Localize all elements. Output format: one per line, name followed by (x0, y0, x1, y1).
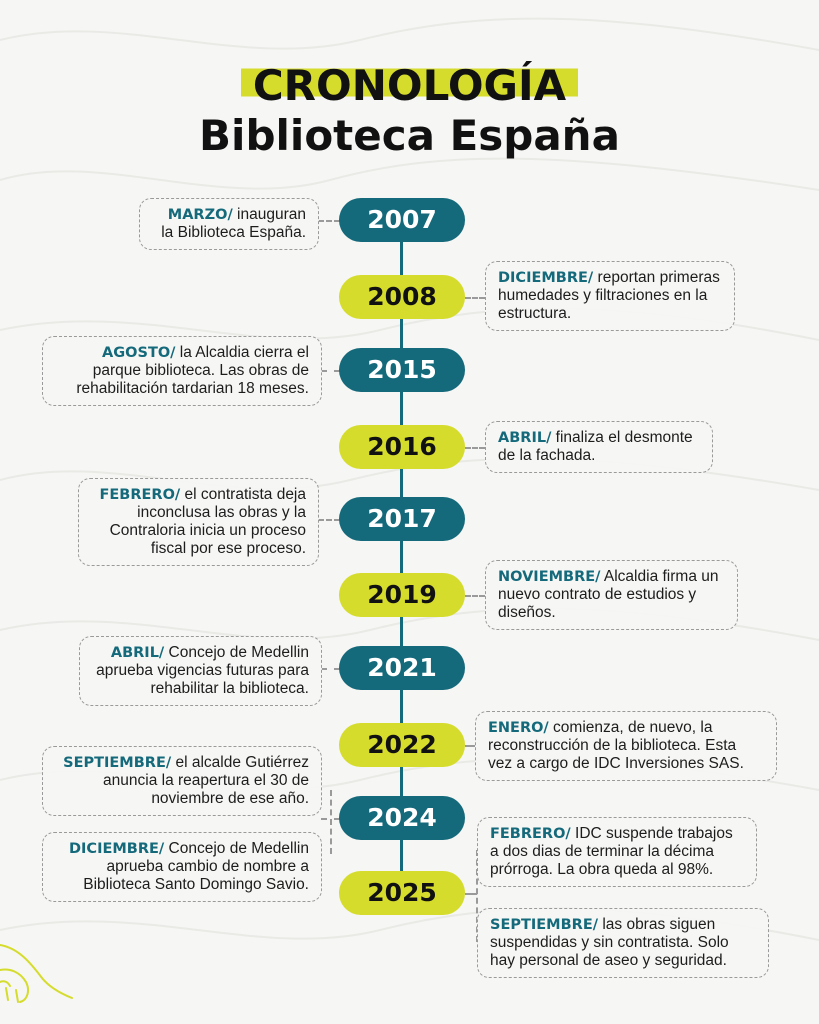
event-text: comienza, de nuevo, la reconstrucción de… (488, 719, 744, 772)
event-card-2016: ABRIL/ finaliza el desmonte de la fachad… (485, 421, 713, 473)
year-2024: 2024 (339, 796, 465, 840)
event-text: Alcaldia firma un nuevo contrato de estu… (498, 568, 719, 621)
connector-2022 (465, 745, 475, 747)
event-month: FEBRERO/ (490, 826, 571, 842)
event-text: el contratista deja inconclusa las obras… (109, 486, 306, 557)
event-card-2022: ENERO/ comienza, de nuevo, la reconstruc… (475, 711, 777, 781)
event-card-2017: FEBRERO/ el contratista deja inconclusa … (78, 478, 319, 566)
event-month: DICIEMBRE/ (69, 841, 165, 857)
year-2008: 2008 (339, 275, 465, 319)
page-subtitle: Biblioteca España (199, 111, 620, 160)
connector-2007 (318, 220, 340, 222)
connector-2021 (321, 668, 340, 670)
event-text: IDC suspende trabajos a dos dias de term… (490, 825, 733, 878)
connector-2024-vertical (330, 790, 332, 854)
event-card-2007: MARZO/ inauguran la Biblioteca España. (139, 198, 319, 250)
dinosaur-line-illustration (0, 944, 73, 1003)
year-2025: 2025 (339, 871, 465, 915)
page-title: CRONOLOGÍA (240, 60, 579, 112)
event-month: ABRIL/ (110, 645, 165, 661)
connector-2015 (321, 370, 340, 372)
event-month: ABRIL/ (498, 430, 552, 446)
event-month: SEPTIEMBRE/ (490, 917, 599, 933)
event-month: FEBRERO/ (99, 487, 181, 503)
event-month: NOVIEMBRE/ (498, 569, 601, 585)
event-card-2025-b: SEPTIEMBRE/ las obras siguen suspendidas… (477, 908, 769, 978)
connector-2016 (465, 447, 485, 449)
event-month: AGOSTO/ (102, 345, 176, 361)
event-card-2024-a: SEPTIEMBRE/ el alcalde Gutiérrez anuncia… (42, 746, 322, 816)
year-2015: 2015 (339, 348, 465, 392)
event-card-2019: NOVIEMBRE/ Alcaldia firma un nuevo contr… (485, 560, 738, 630)
year-2017: 2017 (339, 497, 465, 541)
year-2021: 2021 (339, 646, 465, 690)
year-2007: 2007 (339, 198, 465, 242)
event-month: DICIEMBRE/ (498, 270, 594, 286)
connector-2019 (465, 595, 485, 597)
year-2016: 2016 (339, 425, 465, 469)
year-2022: 2022 (339, 723, 465, 767)
event-month: MARZO/ (167, 207, 233, 223)
event-text: Concejo de Medellin aprueba vigencias fu… (96, 644, 309, 697)
year-2019: 2019 (339, 573, 465, 617)
event-text: finaliza el desmonte de la fachada. (498, 429, 693, 464)
event-text: las obras siguen suspendidas y sin contr… (490, 916, 729, 969)
event-month: SEPTIEMBRE/ (63, 755, 172, 771)
event-text: la Alcaldia cierra el parque biblioteca.… (76, 344, 309, 397)
connector-2025-vertical (476, 850, 478, 942)
event-text: el alcalde Gutiérrez anuncia la reapertu… (103, 754, 309, 807)
event-card-2024-b: DICIEMBRE/ Concejo de Medellin aprueba c… (42, 832, 322, 902)
timeline-axis (400, 225, 403, 885)
event-card-2008: DICIEMBRE/ reportan primeras humedades y… (485, 261, 735, 331)
event-card-2025-a: FEBRERO/ IDC suspende trabajos a dos dia… (477, 817, 757, 887)
event-card-2021: ABRIL/ Concejo de Medellin aprueba vigen… (79, 636, 322, 706)
event-text: inauguran la Biblioteca España. (161, 206, 306, 241)
connector-2025 (465, 893, 477, 895)
event-text: Concejo de Medellin aprueba cambio de no… (83, 840, 309, 893)
event-text: reportan primeras humedades y filtracion… (498, 269, 720, 322)
event-card-2015: AGOSTO/ la Alcaldia cierra el parque bib… (42, 336, 322, 406)
connector-2017 (318, 519, 340, 521)
connector-2008 (465, 297, 485, 299)
title-block: CRONOLOGÍA (0, 60, 819, 112)
event-month: ENERO/ (488, 720, 549, 736)
